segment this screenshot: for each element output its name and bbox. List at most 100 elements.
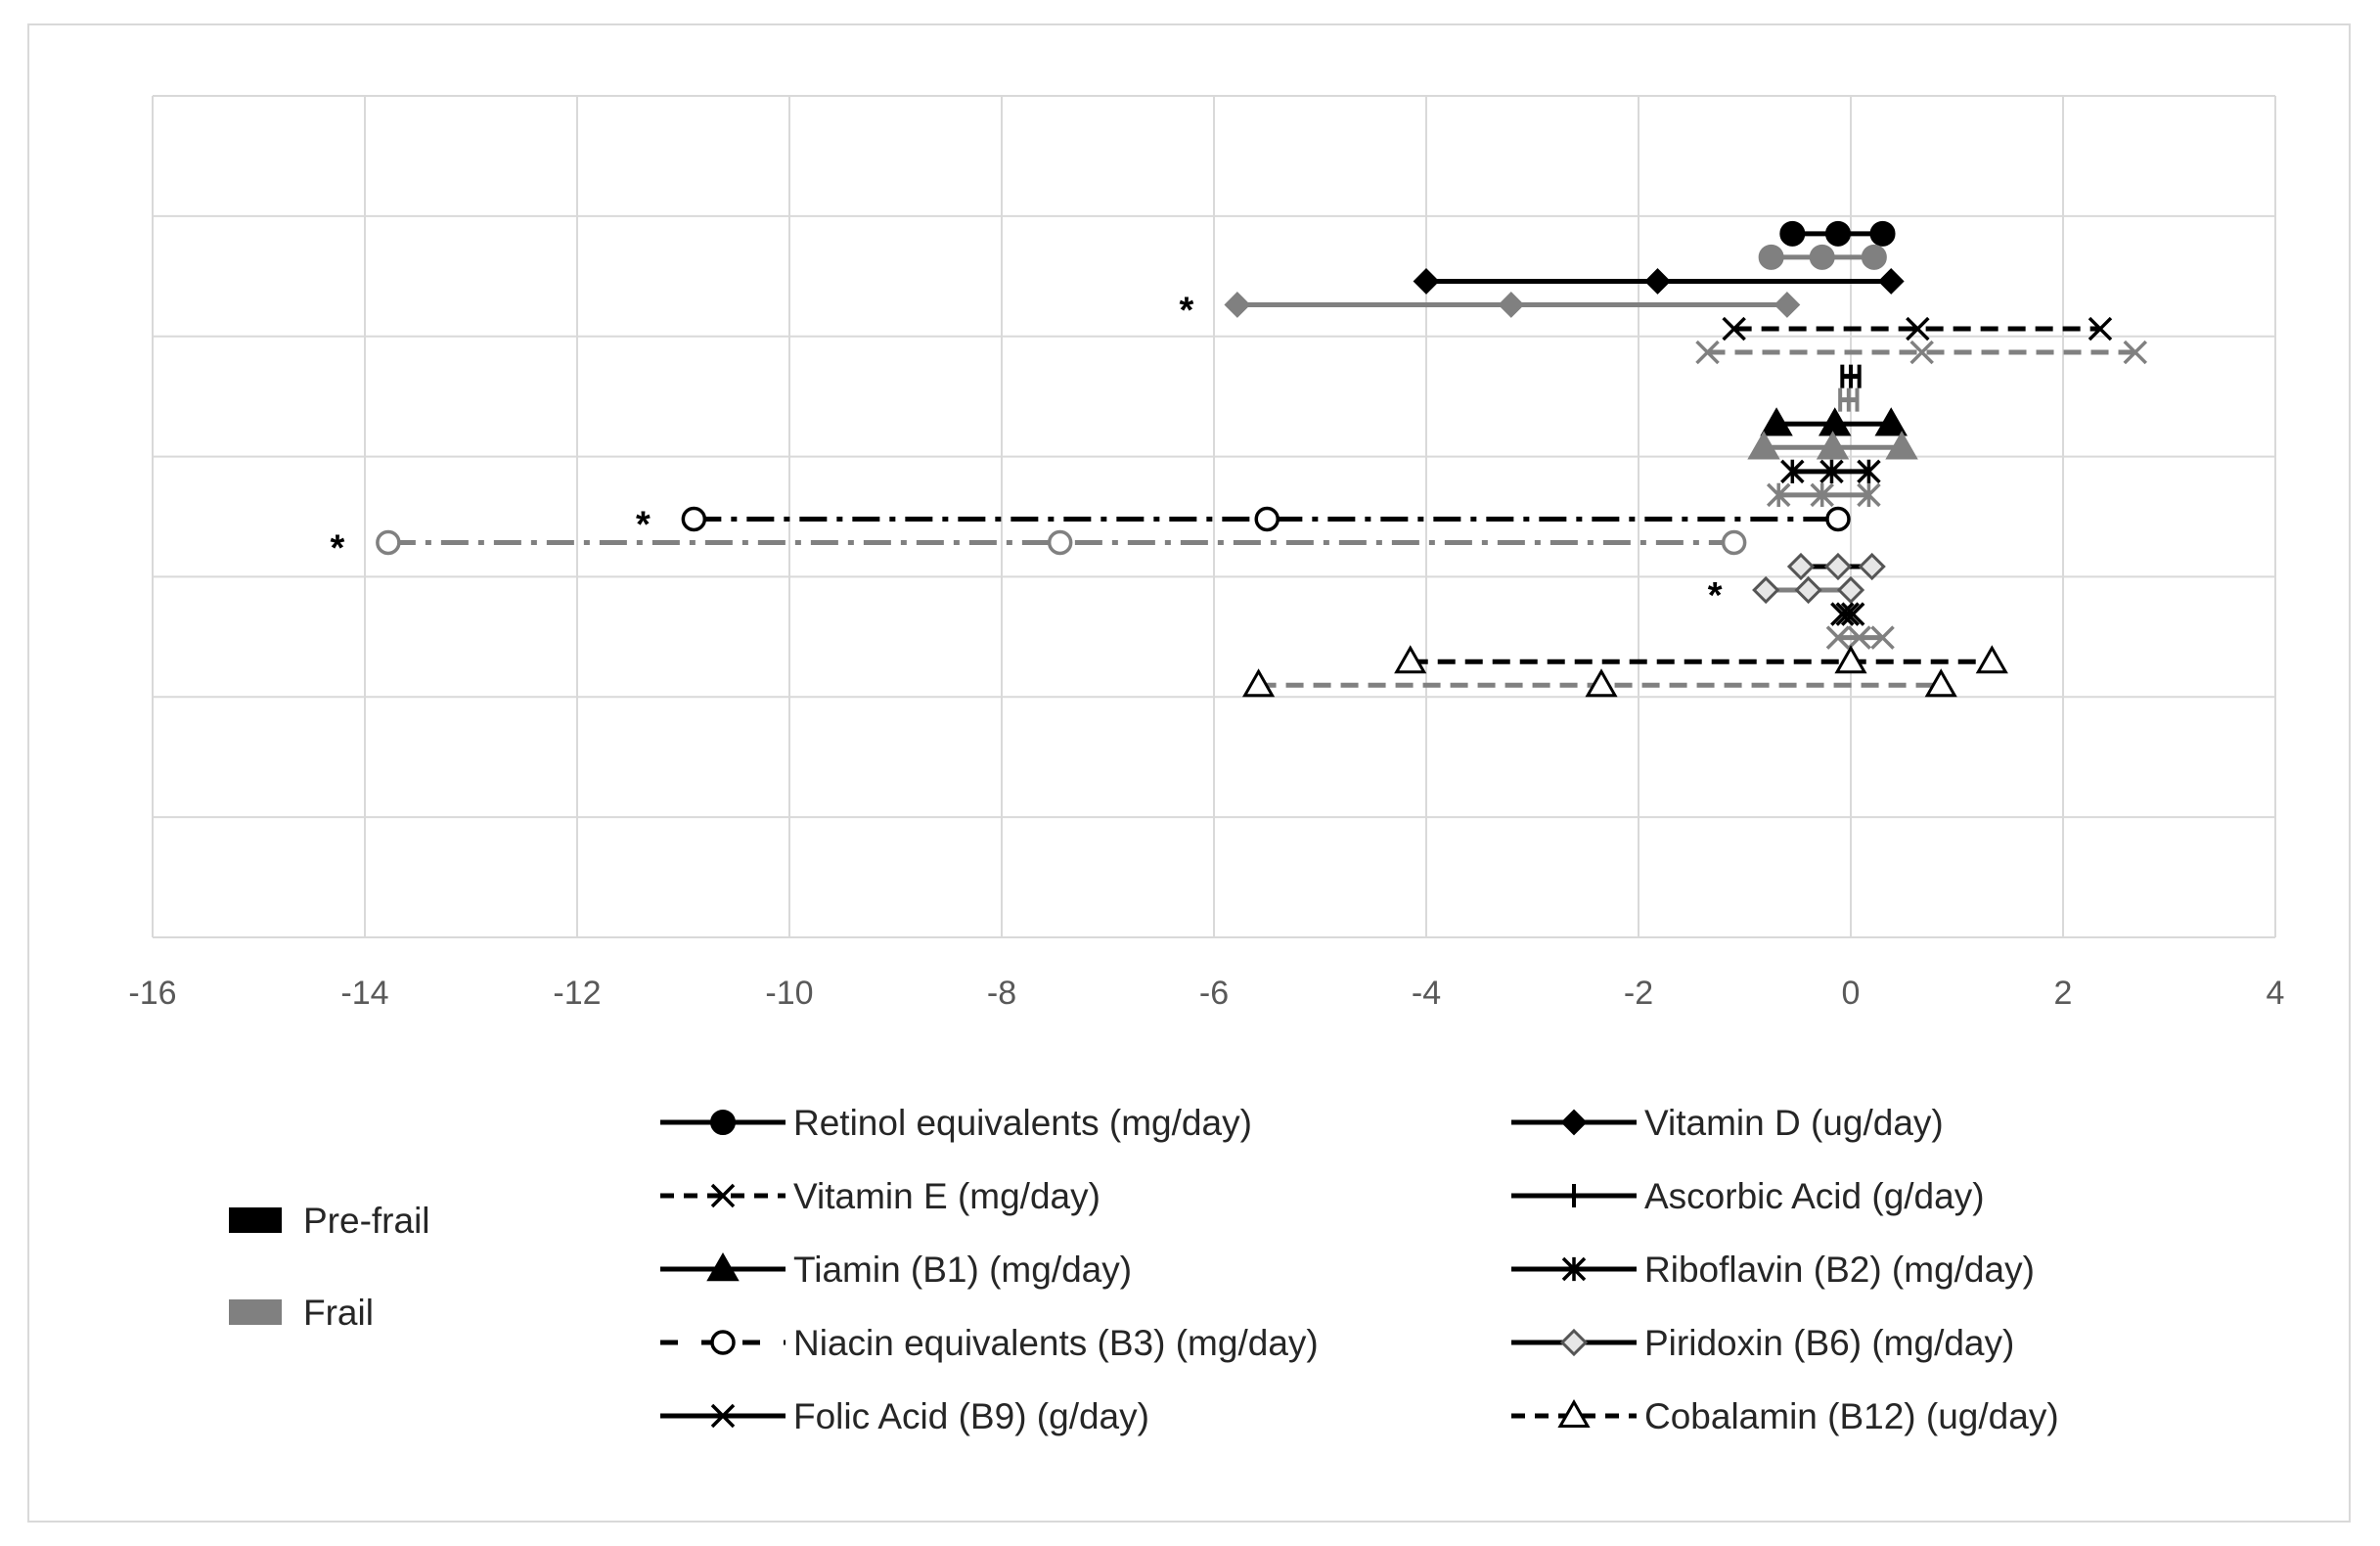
legend-item: Folic Acid (B9) (g/day) — [660, 1396, 1149, 1436]
pre_frail-high-point — [1877, 268, 1905, 295]
legend-label: Ascorbic Acid (g/day) — [1644, 1176, 1985, 1216]
frail-high-point — [1885, 431, 1918, 460]
frail-high-point — [1924, 668, 1957, 698]
group-swatch — [229, 1299, 282, 1325]
x-axis-ticks: -16 -14 -12 -10 -8 -6 -4 -2 0 2 4 — [128, 975, 2284, 1012]
x-tick-label: -14 — [340, 975, 388, 1012]
pre_frail-high-point — [1858, 552, 1886, 581]
legend-item: Vitamin D (ug/day) — [1511, 1103, 1944, 1143]
frail-mean-point — [1809, 244, 1835, 270]
frail-mean-point — [1498, 292, 1525, 318]
legend-label: Vitamin E (mg/day) — [793, 1176, 1100, 1216]
legend-marker — [1559, 1328, 1589, 1357]
legend-marker — [710, 1110, 736, 1135]
pre_frail-mean-point — [1835, 602, 1860, 626]
frail-mean-point — [1847, 625, 1871, 650]
frail-low-point — [1752, 575, 1780, 605]
legend-item: Ascorbic Acid (g/day) — [1511, 1176, 1985, 1216]
nutrient-series — [1838, 364, 1862, 412]
legend-marker — [710, 1403, 736, 1429]
frail-mean-point — [1794, 575, 1822, 605]
pre_frail-high-point — [1869, 220, 1896, 247]
nutrient-series — [1825, 602, 1895, 650]
frail-high-point — [1774, 292, 1801, 318]
pre_frail-low-point — [1722, 316, 1746, 341]
pre_frail-mean-point — [1823, 552, 1853, 581]
x-tick-label: -12 — [553, 975, 601, 1012]
pre_frail-mean-point — [1834, 645, 1867, 674]
x-tick-label: 2 — [2054, 975, 2073, 1012]
pre_frail-high-point — [1975, 645, 2008, 674]
group-label: Frail — [303, 1293, 374, 1333]
legend-marker — [706, 1251, 740, 1282]
significance-asterisk: * — [330, 527, 344, 568]
legend-item: Riboflavin (B2) (mg/day) — [1511, 1250, 2035, 1290]
pre_frail-low-point — [1394, 645, 1427, 674]
pre_frail-high-point — [1874, 407, 1908, 436]
pre_frail-low-point — [1786, 552, 1816, 581]
pre_frail-mean-point — [1906, 316, 1930, 341]
group-legend-item: Pre-frail — [229, 1201, 430, 1241]
pre_frail-low-point — [1779, 220, 1806, 247]
figure-frame — [27, 23, 2351, 1523]
frail-mean-point — [1810, 482, 1834, 508]
pre_frail-mean-point — [1819, 459, 1844, 484]
pre_frail-low-point — [1780, 459, 1805, 484]
nutrient-series — [1766, 459, 1881, 508]
frail-mean-point — [1816, 431, 1850, 460]
frail-high-point — [1857, 482, 1881, 508]
group-legend: Pre-frail Frail — [229, 1201, 430, 1333]
frail-low-point — [1224, 292, 1251, 318]
legend-marker — [1560, 1109, 1588, 1136]
pre_frail-high-point — [1825, 506, 1851, 532]
frail-mean-point — [1909, 340, 1934, 365]
x-tick-label: -4 — [1412, 975, 1441, 1012]
frail-low-point — [1241, 668, 1276, 698]
pre_frail-mean-point — [1644, 268, 1671, 295]
legend-marker — [710, 1183, 736, 1208]
frail-high-point — [1870, 625, 1895, 650]
x-tick-label: -10 — [765, 975, 813, 1012]
x-tick-label: -2 — [1624, 975, 1653, 1012]
legend-marker — [1561, 1256, 1587, 1282]
frail-low-point — [376, 529, 401, 556]
legend-label: Vitamin D (ug/day) — [1644, 1103, 1944, 1143]
frail-high-point — [1721, 529, 1747, 556]
group-swatch — [229, 1207, 282, 1233]
frail-mean-point — [1047, 529, 1073, 556]
legend-item: Cobalamin (B12) (ug/day) — [1511, 1396, 2059, 1436]
frail-low-point — [1747, 431, 1780, 460]
pre_frail-high-point — [2088, 316, 2113, 341]
legend-label: Tiamin (B1) (mg/day) — [793, 1250, 1132, 1290]
legend-label: Niacin equivalents (B3) (mg/day) — [793, 1323, 1319, 1363]
pre_frail-low-point — [681, 506, 707, 532]
gridlines — [152, 95, 2276, 938]
frail-high-point — [1836, 575, 1865, 605]
nutrient-series: * — [1179, 268, 1905, 331]
frail-low-point — [1825, 625, 1851, 650]
frail-mean-point — [1585, 668, 1618, 698]
nutrient-series — [1695, 316, 2148, 365]
legend-item: Piridoxin (B6) (mg/day) — [1511, 1323, 2014, 1363]
pre_frail-mean-point — [1824, 220, 1851, 247]
legend: Retinol equivalents (mg/day) Vitamin D (u… — [660, 1103, 2059, 1436]
frail-low-point — [1695, 340, 1720, 365]
nutrient-series: * — [1708, 552, 1886, 616]
nutrient-series: ** — [330, 504, 1851, 568]
legend-item: Vitamin E (mg/day) — [660, 1176, 1100, 1216]
legend-label: Piridoxin (B6) (mg/day) — [1644, 1323, 2014, 1363]
series: **** — [330, 220, 2148, 698]
pre_frail-low-point — [1760, 407, 1793, 436]
x-tick-label: -8 — [987, 975, 1016, 1012]
nutrient-series — [1758, 220, 1896, 270]
pre_frail-high-point — [1857, 459, 1881, 484]
x-tick-label: -16 — [128, 975, 176, 1012]
pre_frail-low-point — [1830, 602, 1855, 626]
frail-high-point — [1861, 244, 1887, 270]
pre_frail-high-point — [1840, 602, 1865, 626]
frail-high-point — [2123, 340, 2148, 365]
x-tick-label: 4 — [2267, 975, 2285, 1012]
frail-low-point — [1758, 244, 1784, 270]
nutrient-series — [1241, 645, 2008, 698]
